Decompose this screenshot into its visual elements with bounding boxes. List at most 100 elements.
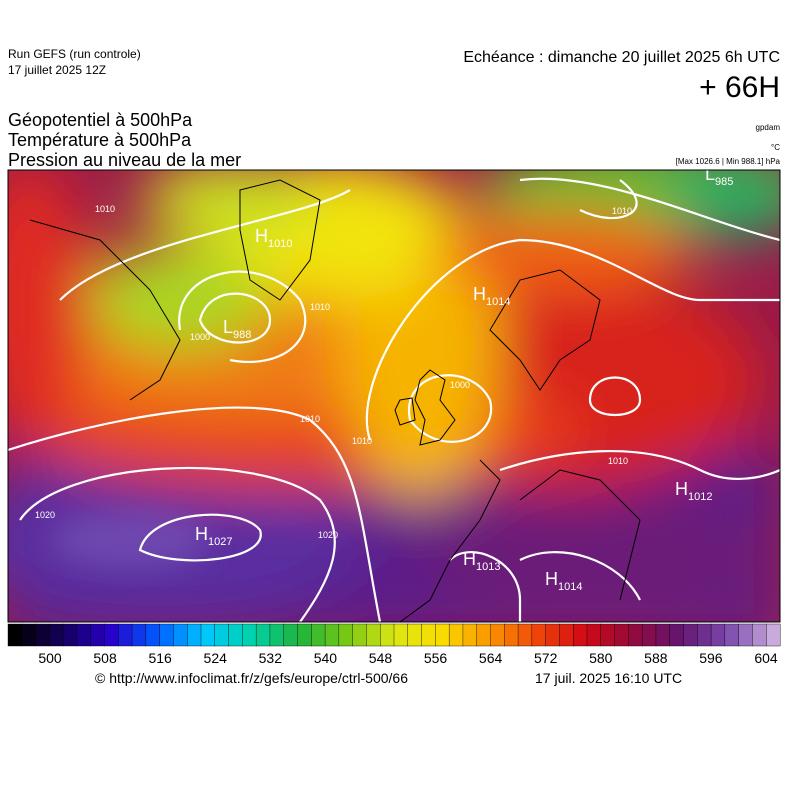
colorbar-tick-label: 548 bbox=[369, 650, 393, 666]
colorbar-swatch bbox=[352, 623, 367, 647]
colorbar-swatch bbox=[49, 623, 64, 647]
colorbar-swatch bbox=[187, 623, 202, 647]
isobar-label: 1010 bbox=[608, 456, 628, 466]
center-value: 1027 bbox=[208, 536, 232, 548]
colorbar-swatch bbox=[655, 623, 671, 647]
colorbar-swatch bbox=[118, 623, 133, 647]
colorbar-swatch bbox=[214, 623, 230, 647]
title: Température à 500hPa bbox=[8, 130, 192, 150]
colorbar-swatch bbox=[283, 623, 299, 647]
colorbar-swatch bbox=[159, 623, 174, 647]
colorbar-swatch bbox=[669, 623, 685, 647]
colorbar-swatch bbox=[545, 623, 560, 647]
colorbar-swatch bbox=[559, 623, 574, 647]
title: Pression au niveau de la mer bbox=[8, 150, 241, 170]
colorbar-swatch bbox=[104, 623, 119, 647]
colorbar-swatch bbox=[586, 623, 602, 647]
colorbar-swatch bbox=[255, 623, 271, 647]
colorbar-swatch bbox=[242, 623, 257, 647]
map-frame bbox=[7, 169, 781, 623]
colorbar-tick-label: 532 bbox=[259, 650, 283, 666]
center-value: 1013 bbox=[476, 561, 500, 573]
isobar-label: 1000 bbox=[190, 332, 210, 342]
isobar-labels: 1020 1020 1010 1010 1000 1010 1010 1010 1000 1010 bbox=[35, 204, 632, 540]
colorbar-swatch bbox=[338, 623, 354, 647]
center-kind: H bbox=[463, 549, 476, 569]
colorbar-swatch bbox=[614, 623, 629, 647]
pressure-center: L988 bbox=[223, 317, 251, 341]
colorbar bbox=[7, 623, 781, 647]
colorbar-swatch bbox=[21, 623, 37, 647]
unit-label: °C bbox=[771, 143, 780, 152]
colorbar-swatch bbox=[393, 623, 409, 647]
center-kind: H bbox=[675, 479, 688, 499]
forecast-time: Echéance : dimanche 20 juillet 2025 6h U… bbox=[463, 49, 780, 66]
colorbar-swatch bbox=[7, 623, 23, 647]
colorbar-swatch bbox=[490, 623, 505, 647]
lead-time: + 66H bbox=[699, 71, 780, 104]
colorbar-swatch bbox=[62, 623, 78, 647]
title: Géopotentiel à 500hPa bbox=[8, 110, 193, 130]
pressure-center: H1014 bbox=[545, 569, 582, 593]
center-value: 985 bbox=[715, 176, 733, 188]
colorbar-swatch bbox=[573, 623, 588, 647]
colorbar-swatch bbox=[76, 623, 92, 647]
colorbar-swatch bbox=[380, 623, 395, 647]
colorbar-swatch bbox=[131, 623, 147, 647]
pressure-center: H1027 bbox=[195, 524, 232, 548]
center-value: 988 bbox=[233, 329, 251, 341]
colorbar-tick-label: 580 bbox=[589, 650, 613, 666]
unit-label: gpdam bbox=[756, 123, 781, 132]
colorbar-swatch bbox=[200, 623, 216, 647]
colorbar-swatch bbox=[435, 623, 450, 647]
colorbar-tick-label: 572 bbox=[534, 650, 558, 666]
pressure-center: H1013 bbox=[463, 549, 500, 573]
center-kind: L bbox=[223, 317, 233, 337]
colorbar-swatch bbox=[35, 623, 50, 647]
colorbar-swatch bbox=[531, 623, 547, 647]
field bbox=[8, 170, 780, 622]
colorbar-swatch bbox=[738, 623, 753, 647]
isobar-label: 1010 bbox=[612, 206, 632, 216]
colorbar-swatch bbox=[752, 623, 767, 647]
colorbar-tick-label: 596 bbox=[699, 650, 723, 666]
pressure-center: H1010 bbox=[255, 226, 292, 250]
isobar-label: 1020 bbox=[35, 510, 55, 520]
colorbar-tick-label: 588 bbox=[644, 650, 668, 666]
center-kind: H bbox=[545, 569, 558, 589]
pressure-center: H1014 bbox=[473, 284, 510, 308]
colorbar-tick-label: 516 bbox=[148, 650, 172, 666]
isobar-label: 1010 bbox=[352, 436, 372, 446]
colorbar-swatch bbox=[766, 623, 781, 647]
center-kind: H bbox=[195, 524, 208, 544]
colorbar-swatch bbox=[517, 623, 533, 647]
colorbar-swatch bbox=[710, 623, 726, 647]
isobar-label: 1000 bbox=[450, 380, 470, 390]
colorbar-swatch bbox=[504, 623, 519, 647]
colorbar-tick-label: 508 bbox=[93, 650, 117, 666]
isobars bbox=[8, 177, 780, 622]
isobar-label: 1010 bbox=[310, 302, 330, 312]
isobar-label: 1010 bbox=[300, 414, 320, 424]
center-value: 1014 bbox=[558, 581, 582, 593]
colorbar-swatch bbox=[366, 623, 381, 647]
coastlines bbox=[29, 179, 641, 622]
colorbar-swatch bbox=[407, 623, 423, 647]
colorbar-swatch bbox=[697, 623, 712, 647]
center-kind: H bbox=[255, 226, 268, 246]
colorbar-tick-label: 604 bbox=[754, 650, 778, 666]
colorbar-swatch bbox=[145, 623, 161, 647]
run-name: Run GEFS (run controle) bbox=[8, 47, 141, 61]
colorbar-swatch bbox=[324, 623, 340, 647]
colorbar-swatch bbox=[462, 623, 478, 647]
colorbar-swatch bbox=[476, 623, 492, 647]
colorbar-swatch bbox=[421, 623, 436, 647]
colorbar-swatch bbox=[269, 623, 285, 647]
colorbar-swatch bbox=[600, 623, 616, 647]
colorbar-tick-label: 524 bbox=[204, 650, 228, 666]
colorbar-swatch bbox=[90, 623, 106, 647]
colorbar-swatch bbox=[628, 623, 643, 647]
colorbar-swatch bbox=[724, 623, 740, 647]
